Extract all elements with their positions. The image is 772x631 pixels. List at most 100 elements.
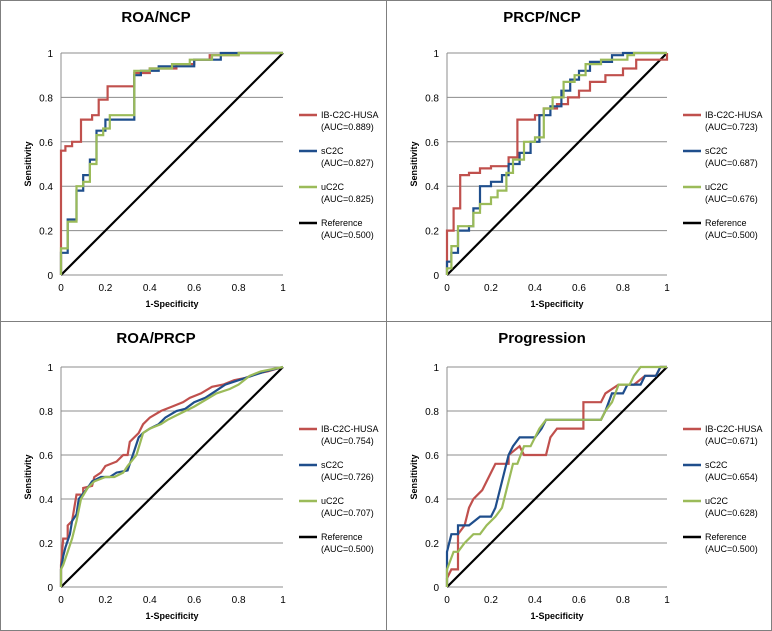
x-tick-label: 0.2: [484, 283, 498, 294]
legend-label: Reference: [321, 532, 363, 542]
y-tick-label: 0.6: [39, 138, 53, 149]
x-tick-label: 0: [444, 595, 450, 606]
legend-label: uC2C: [705, 496, 729, 506]
x-axis-label: 1-Specificity: [530, 299, 583, 309]
x-tick-label: 0: [58, 595, 64, 606]
x-tick-label: 0.2: [98, 283, 112, 294]
legend-label: uC2C: [321, 496, 345, 506]
legend-label: IB-C2C-HUSA: [705, 110, 763, 120]
x-axis-label: 1-Specificity: [530, 611, 583, 621]
y-axis-label: Sensitivity: [23, 454, 33, 499]
x-tick-label: 0.2: [484, 595, 498, 606]
series-line-reference: [446, 366, 668, 588]
x-tick-label: 0.2: [98, 595, 112, 606]
legend-label: uC2C: [705, 182, 729, 192]
x-tick-label: 1: [280, 595, 286, 606]
x-tick-label: 0.6: [187, 595, 201, 606]
y-axis-label: Sensitivity: [23, 141, 33, 186]
series-line-uc2c: [59, 365, 284, 587]
x-tick-label: 0.6: [572, 283, 586, 294]
x-tick-label: 0.6: [572, 595, 586, 606]
series-line-reference: [446, 52, 668, 276]
roc-chart: 0 0.2 0.4 0.6 0.8 1 0 0.2 0.4 0.6 0.8 1 1-Specificit…: [409, 363, 763, 621]
y-tick-label: 0.4: [39, 495, 53, 506]
legend-auc: (AUC=0.723): [705, 122, 758, 132]
legend-label: sC2C: [705, 146, 728, 156]
y-tick-label: 0.8: [39, 93, 53, 104]
legend-auc: (AUC=0.654): [705, 472, 758, 482]
y-tick-label: 0.4: [425, 495, 439, 506]
roc-panel-progression: Progression 0 0.2 0.4 0.6 0.8 1 0 0.2 0.4 0.6 0.8 1…: [386, 321, 772, 631]
y-tick-label: 0.6: [425, 138, 439, 149]
series-line-uc2c: [445, 51, 667, 275]
chart-title: Progression: [498, 330, 586, 347]
y-tick-label: 1: [47, 363, 53, 374]
y-tick-label: 0: [47, 271, 53, 282]
series-line-uc2c: [445, 365, 667, 587]
series-line-reference: [60, 366, 284, 588]
y-tick-label: 0.4: [425, 182, 439, 193]
legend-auc: (AUC=0.827): [321, 158, 374, 168]
legend-label: Reference: [321, 218, 363, 228]
y-tick-label: 0: [433, 583, 439, 594]
series-line-uc2c: [59, 51, 283, 275]
y-tick-label: 0.8: [425, 407, 439, 418]
legend-label: sC2C: [705, 460, 728, 470]
legend-label: IB-C2C-HUSA: [321, 424, 379, 434]
legend-label: Reference: [705, 218, 747, 228]
legend-auc: (AUC=0.726): [321, 472, 374, 482]
legend-auc: (AUC=0.687): [705, 158, 758, 168]
roc-panel-roa-ncp: ROA/NCP 0 0.2 0.4 0.6 0.8 1 0 0.2 0.4 0.6 0.8 1 1-Sp…: [0, 0, 387, 322]
chart-title: ROA/NCP: [121, 9, 191, 26]
y-tick-label: 0.8: [425, 93, 439, 104]
y-tick-label: 1: [47, 49, 53, 60]
y-tick-label: 1: [433, 49, 439, 60]
roc-chart: 0 0.2 0.4 0.6 0.8 1 0 0.2 0.4 0.6 0.8 1 1-Specificit…: [23, 49, 379, 309]
x-tick-label: 1: [664, 283, 670, 294]
y-tick-label: 0.2: [425, 227, 439, 238]
legend-label: uC2C: [321, 182, 345, 192]
legend-auc: (AUC=0.500): [321, 544, 374, 554]
x-tick-label: 0: [444, 283, 450, 294]
legend-auc: (AUC=0.500): [705, 544, 758, 554]
x-tick-label: 0.4: [143, 595, 157, 606]
chart-title: ROA/PRCP: [116, 330, 196, 347]
chart-title: PRCP/NCP: [503, 9, 581, 26]
roc-panel-roa-prcp: ROA/PRCP 0 0.2 0.4 0.6 0.8 1 0 0.2 0.4 0.6 0.8 1 1-S…: [0, 321, 387, 631]
y-tick-label: 0.6: [425, 451, 439, 462]
series-line-sc2c: [445, 365, 667, 587]
legend-auc: (AUC=0.671): [705, 436, 758, 446]
x-tick-label: 0.8: [616, 595, 630, 606]
y-tick-label: 0.2: [425, 539, 439, 550]
x-tick-label: 0.8: [232, 283, 246, 294]
y-tick-label: 0.2: [39, 539, 53, 550]
series-line-sc2c: [59, 365, 284, 587]
legend-label: IB-C2C-HUSA: [321, 110, 379, 120]
roc-panel-prcp-ncp: PRCP/NCP 0 0.2 0.4 0.6 0.8 1 0 0.2 0.4 0.6 0.8 1 1-S…: [386, 0, 772, 322]
y-tick-label: 0.4: [39, 182, 53, 193]
x-tick-label: 1: [280, 283, 286, 294]
x-tick-label: 1: [664, 595, 670, 606]
legend-auc: (AUC=0.500): [705, 230, 758, 240]
x-tick-label: 0.4: [528, 283, 542, 294]
legend-auc: (AUC=0.754): [321, 436, 374, 446]
x-tick-label: 0.6: [187, 283, 201, 294]
legend-label: sC2C: [321, 460, 344, 470]
legend-auc: (AUC=0.825): [321, 194, 374, 204]
x-axis-label: 1-Specificity: [145, 299, 198, 309]
legend-auc: (AUC=0.707): [321, 508, 374, 518]
y-axis-label: Sensitivity: [409, 141, 419, 186]
legend-auc: (AUC=0.500): [321, 230, 374, 240]
x-tick-label: 0.4: [143, 283, 157, 294]
roc-chart: 0 0.2 0.4 0.6 0.8 1 0 0.2 0.4 0.6 0.8 1 1-Specificit…: [23, 363, 379, 621]
x-tick-label: 0.4: [528, 595, 542, 606]
roc-chart: 0 0.2 0.4 0.6 0.8 1 0 0.2 0.4 0.6 0.8 1 1-Specificit…: [409, 49, 763, 309]
y-axis-label: Sensitivity: [409, 454, 419, 499]
y-tick-label: 1: [433, 363, 439, 374]
y-tick-label: 0.6: [39, 451, 53, 462]
x-tick-label: 0: [58, 283, 64, 294]
legend-label: IB-C2C-HUSA: [705, 424, 763, 434]
legend-label: Reference: [705, 532, 747, 542]
y-tick-label: 0.8: [39, 407, 53, 418]
